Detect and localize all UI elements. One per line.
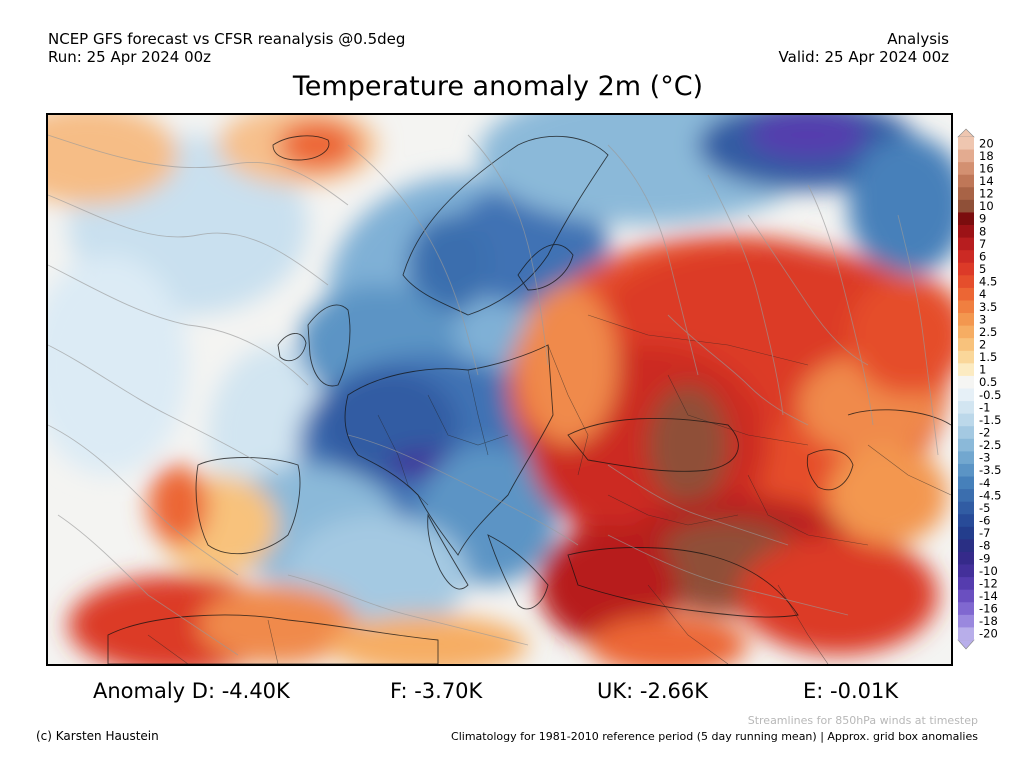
colorbar-label: -1.5 (979, 413, 1001, 427)
colorbar-swatch (958, 174, 974, 188)
valid-time: Valid: 25 Apr 2024 00z (778, 48, 949, 66)
colorbar-label: -12 (979, 576, 998, 590)
colorbar-swatch (958, 514, 974, 528)
colorbar-swatch (958, 363, 974, 377)
colorbar-swatch (958, 451, 974, 465)
streamlines-note: Streamlines for 850hPa winds at timestep (747, 714, 978, 727)
colorbar-label: -20 (979, 627, 998, 641)
colorbar-swatch (958, 313, 974, 327)
colorbar-swatch (958, 388, 974, 402)
colorbar-label: -5 (979, 501, 990, 515)
anomaly-spain: E: -0.01K (803, 679, 899, 703)
colorbar-swatch (958, 212, 974, 226)
colorbar-label: 16 (979, 161, 994, 175)
colorbar-label: 20 (979, 136, 994, 150)
colorbar-label: 2 (979, 337, 986, 351)
colorbar-label: -1 (979, 400, 990, 414)
colorbar-swatch (958, 577, 974, 591)
colorbar-label: -18 (979, 614, 998, 628)
anomaly-field (48, 115, 951, 664)
colorbar-label: 1.5 (979, 350, 997, 364)
colorbar-label: -16 (979, 602, 998, 616)
colorbar-label: -4 (979, 476, 990, 490)
colorbar-swatch (958, 325, 974, 339)
colorbar-swatch (958, 350, 974, 364)
colorbar-swatch (958, 526, 974, 540)
colorbar-swatch (958, 413, 974, 427)
map-title: Temperature anomaly 2m (°C) (292, 71, 704, 102)
colorbar-swatch (958, 501, 974, 515)
colorbar-swatch (958, 375, 974, 389)
colorbar-label: -7 (979, 526, 990, 540)
colorbar-swatch (958, 300, 974, 314)
colorbar-swatch (958, 275, 974, 289)
colorbar-label: 6 (979, 249, 986, 263)
colorbar-label: -6 (979, 514, 990, 528)
colorbar-label: -8 (979, 539, 990, 553)
colorbar-swatch (958, 187, 974, 201)
colorbar-swatch (958, 225, 974, 238)
colorbar-swatch (958, 627, 974, 641)
colorbar-swatch (958, 551, 974, 565)
colorbar-top-arrow (957, 128, 975, 138)
color-scale-legend: 20 18 16 14 12 10 9 8 7 6 5 4.5 4 3.5 3 2.5 2 1.5 1 0.5 -0.5… (957, 128, 1024, 650)
colorbar-label: 4 (979, 287, 986, 301)
model-description: NCEP GFS forecast vs CFSR reanalysis @0.… (48, 30, 406, 48)
colorbar-swatch (958, 262, 974, 276)
colorbar-label: 8 (979, 224, 986, 238)
colorbar-label: 14 (979, 174, 994, 188)
colorbar-label: -2.5 (979, 438, 1001, 452)
colorbar-swatch (958, 401, 974, 415)
colorbar-swatch (958, 489, 974, 503)
anomaly-uk: UK: -2.66K (597, 679, 708, 703)
colorbar-swatch (958, 463, 974, 477)
colorbar-swatch (958, 476, 974, 490)
colorbar-swatch (958, 149, 974, 163)
colorbar-label: 10 (979, 199, 994, 213)
colorbar-label: -14 (979, 589, 998, 603)
colorbar-label: 3.5 (979, 300, 997, 314)
colorbar-label: 9 (979, 212, 986, 226)
colorbar-label: -3.5 (979, 463, 1001, 477)
colorbar-swatch (958, 614, 974, 628)
climatology-note: Climatology for 1981-2010 reference peri… (451, 730, 978, 743)
colorbar-swatch (958, 589, 974, 603)
colorbar-label: -2 (979, 426, 990, 440)
colorbar-label: 18 (979, 149, 994, 163)
coastlines (107, 135, 951, 664)
colorbar-label: 1 (979, 363, 986, 377)
colorbar-swatch (958, 237, 974, 251)
credit: (c) Karsten Haustein (36, 729, 159, 743)
colorbar-label: 12 (979, 187, 994, 201)
colorbar-label: 2.5 (979, 325, 997, 339)
colorbar-swatch (958, 287, 974, 301)
colorbar-swatch (958, 438, 974, 452)
streamlines (48, 134, 939, 656)
anomaly-map (46, 113, 953, 666)
colorbar-label: -0.5 (979, 388, 1001, 402)
colorbar-swatch (958, 338, 974, 352)
colorbar-swatch (958, 199, 974, 213)
anomaly-germany: Anomaly D: -4.40K (93, 679, 290, 703)
colorbar-label: -3 (979, 451, 990, 465)
colorbar-label: -4.5 (979, 488, 1001, 502)
colorbar-label: -10 (979, 564, 998, 578)
colorbar-swatch (958, 426, 974, 440)
colorbar-label: -9 (979, 551, 990, 565)
run-time: Run: 25 Apr 2024 00z (48, 48, 212, 66)
colorbar-swatch (958, 602, 974, 616)
anomaly-france: F: -3.70K (390, 679, 483, 703)
colorbar-swatch (958, 137, 974, 150)
colorbar-bottom-arrow (957, 639, 975, 650)
colorbar-label: 7 (979, 237, 986, 251)
colorbar-label: 4.5 (979, 275, 997, 289)
colorbar-swatch (958, 162, 974, 176)
colorbar-swatch (958, 539, 974, 553)
colorbar-swatch (958, 250, 974, 264)
colorbar-swatch (958, 564, 974, 578)
analysis-label: Analysis (887, 30, 949, 48)
colorbar-label: 0.5 (979, 375, 997, 389)
colorbar-label: 3 (979, 312, 986, 326)
colorbar-label: 5 (979, 262, 986, 276)
